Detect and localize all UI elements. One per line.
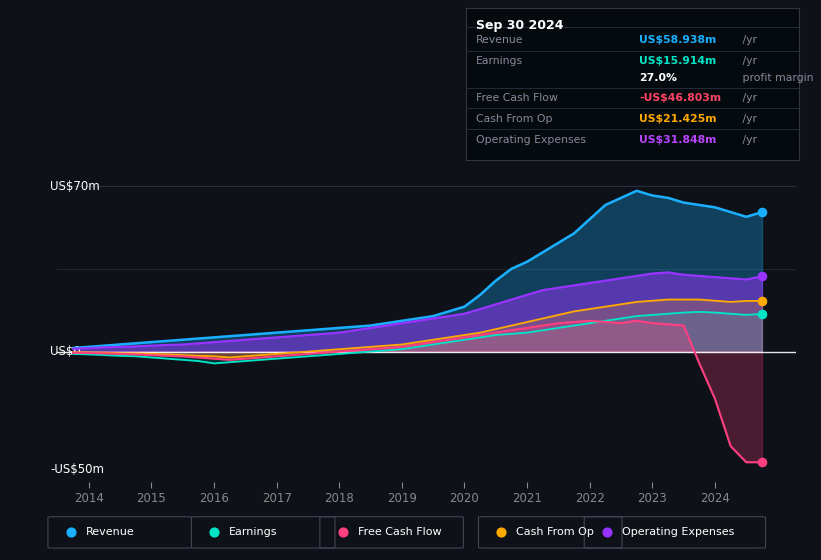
Text: Free Cash Flow: Free Cash Flow <box>358 527 441 537</box>
Text: US$15.914m: US$15.914m <box>640 57 717 66</box>
Text: Operating Expenses: Operating Expenses <box>622 527 734 537</box>
Text: Earnings: Earnings <box>229 527 277 537</box>
Text: -US$50m: -US$50m <box>50 463 104 476</box>
Text: US$0: US$0 <box>50 345 80 358</box>
Text: Sep 30 2024: Sep 30 2024 <box>476 19 564 32</box>
Text: Revenue: Revenue <box>476 35 524 45</box>
Text: 27.0%: 27.0% <box>640 73 677 83</box>
Point <box>336 528 349 536</box>
Text: US$58.938m: US$58.938m <box>640 35 717 45</box>
Point <box>755 208 768 217</box>
Text: Earnings: Earnings <box>476 57 524 66</box>
Text: Revenue: Revenue <box>85 527 135 537</box>
Point <box>755 272 768 281</box>
Text: US$21.425m: US$21.425m <box>640 114 717 124</box>
Text: US$31.848m: US$31.848m <box>640 135 717 145</box>
Text: /yr: /yr <box>739 92 757 102</box>
Text: Cash From Op: Cash From Op <box>476 114 553 124</box>
Point <box>494 528 507 536</box>
Text: -US$46.803m: -US$46.803m <box>640 92 722 102</box>
Point <box>208 528 221 536</box>
Text: /yr: /yr <box>739 57 757 66</box>
Point <box>755 458 768 466</box>
Point <box>600 528 613 536</box>
Point <box>64 528 77 536</box>
Text: profit margin: profit margin <box>739 73 814 83</box>
Text: US$70m: US$70m <box>50 180 100 193</box>
Text: Free Cash Flow: Free Cash Flow <box>476 92 558 102</box>
Text: Cash From Op: Cash From Op <box>516 527 594 537</box>
Text: Operating Expenses: Operating Expenses <box>476 135 586 145</box>
Text: /yr: /yr <box>739 135 757 145</box>
Point <box>755 310 768 319</box>
Text: /yr: /yr <box>739 114 757 124</box>
Point <box>755 296 768 305</box>
Text: /yr: /yr <box>739 35 757 45</box>
